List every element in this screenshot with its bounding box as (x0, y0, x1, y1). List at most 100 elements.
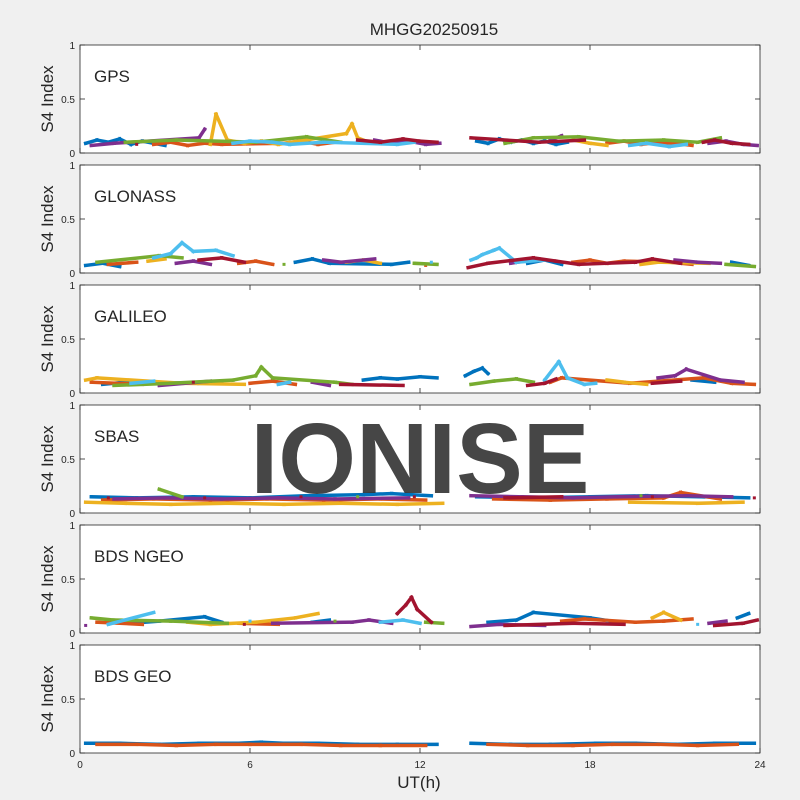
series-segment (486, 742, 530, 748)
y-axis-label: S4 Index (38, 305, 57, 373)
series-segment (514, 376, 536, 385)
plot-area (80, 45, 760, 153)
series-segment (378, 376, 400, 381)
series-segment (565, 375, 587, 387)
series-segment (576, 260, 638, 267)
series-segment (293, 256, 315, 265)
series-segment (310, 380, 332, 388)
series-segment (349, 121, 360, 141)
y-tick-label: 0.5 (61, 455, 75, 466)
series-segment (338, 501, 400, 507)
panel-sbas: 0 0.5 1 SBAS S4 Index (38, 401, 761, 520)
data-point (696, 622, 700, 626)
series-segment (531, 610, 592, 620)
series-segment (712, 621, 745, 628)
series-segment (401, 137, 422, 144)
data-point (356, 495, 360, 499)
series-segment (667, 142, 689, 149)
series-segment (491, 497, 553, 502)
series-segment (112, 496, 167, 501)
y-tick-label: 0 (69, 389, 75, 400)
series-segment (123, 501, 173, 507)
series-segment (361, 491, 394, 497)
series-segment (112, 381, 173, 388)
series-segment (531, 135, 581, 140)
series-segment (650, 379, 683, 386)
series-segment (191, 259, 213, 267)
series-segment (395, 140, 417, 147)
series-segment (168, 240, 185, 257)
figure-title: MHGG20250915 (370, 20, 499, 39)
data-point (412, 495, 416, 499)
series-segment (270, 140, 292, 147)
series-segment (168, 619, 230, 626)
data-point (242, 622, 246, 626)
series-segment (378, 618, 405, 625)
series-segment (412, 261, 439, 267)
panel-glonass: 0 0.5 1 GLONASS S4 Index (38, 161, 761, 280)
series-segment (582, 617, 638, 625)
data-point (429, 260, 433, 264)
series-segment (400, 617, 423, 626)
series-segment (253, 259, 275, 267)
series-segment (503, 495, 564, 500)
series-segment (83, 137, 100, 146)
data-point (299, 495, 303, 499)
series-segment (503, 621, 575, 628)
series-segment (712, 137, 734, 146)
data-point (333, 619, 337, 623)
series-segment (656, 742, 700, 748)
series-segment (695, 500, 745, 506)
watermark: IONISE (251, 403, 590, 515)
series-segment (684, 367, 723, 383)
series-segment (83, 375, 100, 383)
panel-bds-ngeo: 0 0.5 1 BDS NGEO S4 Index (38, 521, 761, 640)
panel-label: BDS GEO (94, 667, 171, 686)
series-segment (282, 501, 343, 507)
series-segment (168, 501, 230, 507)
series-segment (123, 138, 179, 145)
data-gap (445, 286, 463, 392)
series-segment (627, 141, 649, 148)
series-segment (219, 496, 281, 501)
data-point (752, 496, 756, 500)
series-segment (639, 260, 660, 267)
series-segment (701, 137, 717, 145)
series-segment (571, 621, 626, 627)
series-segment (287, 140, 326, 147)
series-segment (548, 497, 609, 502)
series-segment (225, 501, 286, 507)
data-points (83, 487, 756, 507)
series-segment (350, 618, 371, 625)
series-segment (83, 500, 128, 506)
data-point (84, 623, 88, 627)
y-axis-label: S4 Index (38, 665, 57, 733)
series-segment (418, 374, 439, 380)
data-point (106, 496, 110, 500)
panel-bds-geo: 0 0.5 1 0 6 12 18 24 BDS GEO S4 Index (38, 641, 766, 771)
series-segment (355, 138, 383, 145)
series-segment (106, 610, 156, 627)
series-segment (174, 259, 196, 266)
series-segment (661, 138, 700, 145)
series-segment (729, 141, 751, 147)
series-segment (276, 380, 292, 387)
series-segment (168, 378, 235, 386)
series-segment (588, 141, 609, 148)
series-segment (163, 496, 224, 501)
series-segment (582, 381, 598, 387)
panel-label: SBAS (94, 427, 139, 446)
plot-area (80, 525, 760, 633)
series-segment (491, 377, 519, 384)
panels: 0 0.5 1 GPS S4 Index 0 0.5 1 GLONASS S4 Index 0 0.5… (38, 41, 766, 771)
y-tick-label: 1 (69, 401, 75, 412)
y-tick-label: 0.5 (61, 215, 75, 226)
series-segment (616, 138, 666, 143)
y-tick-label: 0 (69, 629, 75, 640)
series-segment (479, 365, 491, 377)
y-tick-label: 1 (69, 281, 75, 292)
x-tick-label: 24 (754, 760, 766, 771)
series-segment (414, 606, 434, 625)
series-segment (466, 261, 491, 270)
